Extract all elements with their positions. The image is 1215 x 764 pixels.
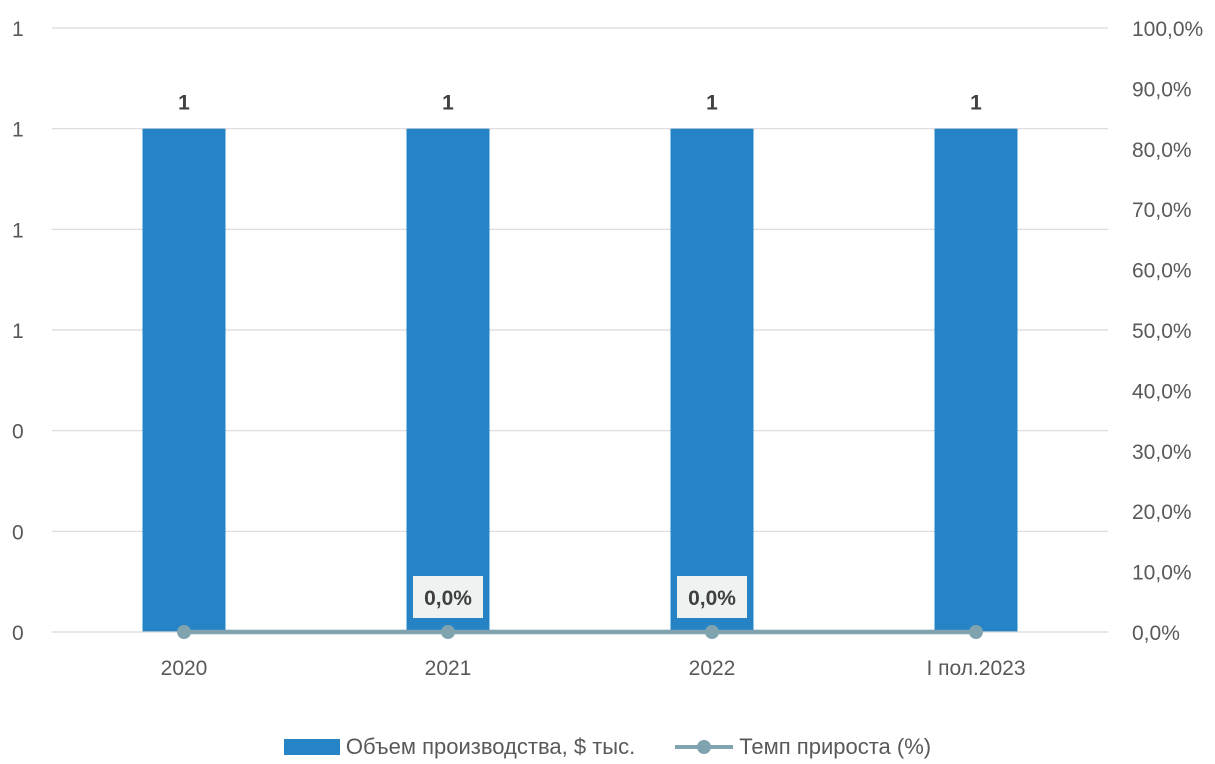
bar-data-label: 1 — [178, 92, 190, 115]
line-data-label: 0,0% — [688, 587, 736, 610]
chart-svg: 00011110,0%10,0%20,0%30,0%40,0%50,0%60,0… — [12, 18, 1203, 680]
y-right-tick-label: 20,0% — [1132, 501, 1192, 524]
y-left-tick-label: 1 — [12, 320, 24, 343]
y-left-tick-label: 1 — [12, 18, 24, 41]
y-left-tick-label: 0 — [12, 622, 24, 645]
y-right-tick-label: 90,0% — [1132, 78, 1192, 101]
legend: Объем производства, $ тыс. Темп прироста… — [0, 734, 1215, 760]
bar — [406, 128, 490, 632]
bar-data-label: 1 — [442, 92, 454, 115]
legend-bar-swatch — [283, 739, 340, 755]
line-point — [441, 625, 455, 639]
line-point — [177, 625, 191, 639]
x-tick-label: I пол.2023 — [926, 657, 1025, 680]
bar — [934, 128, 1018, 632]
y-right-tick-label: 30,0% — [1132, 441, 1192, 464]
x-tick-label: 2021 — [425, 657, 472, 680]
x-tick-label: 2022 — [689, 657, 736, 680]
bar — [142, 128, 226, 632]
line-data-label-box — [677, 576, 747, 618]
y-left-tick-label: 1 — [12, 119, 24, 142]
y-left-tick-label: 1 — [12, 219, 24, 242]
y-left-tick-label: 0 — [12, 521, 24, 544]
legend-label-volume: Объем производства, $ тыс. — [345, 734, 636, 759]
y-right-tick-label: 60,0% — [1132, 260, 1192, 283]
y-right-tick-label: 70,0% — [1132, 199, 1192, 222]
bar-data-label: 1 — [706, 92, 718, 115]
y-left-tick-label: 0 — [12, 421, 24, 444]
y-right-tick-label: 10,0% — [1132, 562, 1192, 585]
legend-item-growth: Темп прироста (%) — [675, 734, 931, 760]
line-data-label: 0,0% — [424, 587, 472, 610]
bar-data-label: 1 — [970, 92, 982, 115]
y-right-tick-label: 0,0% — [1132, 622, 1180, 645]
legend-label-growth: Темп прироста (%) — [739, 734, 932, 759]
y-right-tick-label: 100,0% — [1132, 18, 1203, 41]
x-tick-label: 2020 — [161, 657, 208, 680]
line-data-label-box — [413, 576, 483, 618]
y-right-tick-label: 80,0% — [1132, 139, 1192, 162]
line-point — [969, 625, 983, 639]
y-right-tick-label: 50,0% — [1132, 320, 1192, 343]
legend-item-volume: Объем производства, $ тыс. — [283, 734, 636, 760]
legend-line-swatch — [675, 739, 734, 755]
bar — [670, 128, 754, 632]
line-point — [705, 625, 719, 639]
y-right-tick-label: 40,0% — [1132, 380, 1192, 403]
